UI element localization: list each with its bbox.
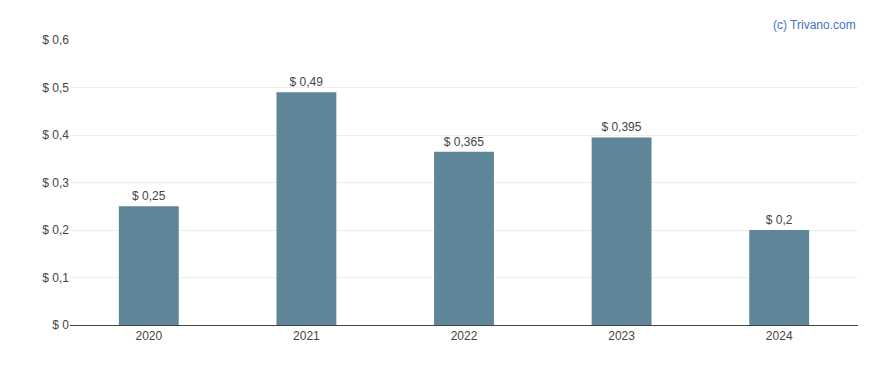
svg-text:$ 0,3: $ 0,3: [42, 176, 69, 190]
svg-text:2022: 2022: [451, 329, 478, 343]
svg-text:2024: 2024: [766, 329, 793, 343]
svg-text:$ 0,25: $ 0,25: [132, 189, 166, 203]
svg-text:$ 0,2: $ 0,2: [766, 213, 793, 227]
svg-text:$ 0,49: $ 0,49: [290, 75, 324, 89]
svg-text:2021: 2021: [293, 329, 320, 343]
svg-text:$ 0,365: $ 0,365: [444, 135, 484, 149]
svg-text:$ 0,6: $ 0,6: [42, 33, 69, 47]
svg-text:$ 0,4: $ 0,4: [42, 128, 69, 142]
svg-text:$ 0,5: $ 0,5: [42, 81, 69, 95]
svg-text:$ 0: $ 0: [52, 318, 69, 332]
svg-text:$ 0,2: $ 0,2: [42, 223, 69, 237]
svg-text:(c) Trivano.com: (c) Trivano.com: [773, 18, 856, 32]
svg-text:2023: 2023: [608, 329, 635, 343]
svg-text:2020: 2020: [135, 329, 162, 343]
svg-text:$ 0,395: $ 0,395: [601, 120, 641, 134]
svg-text:$ 0,1: $ 0,1: [42, 271, 69, 285]
